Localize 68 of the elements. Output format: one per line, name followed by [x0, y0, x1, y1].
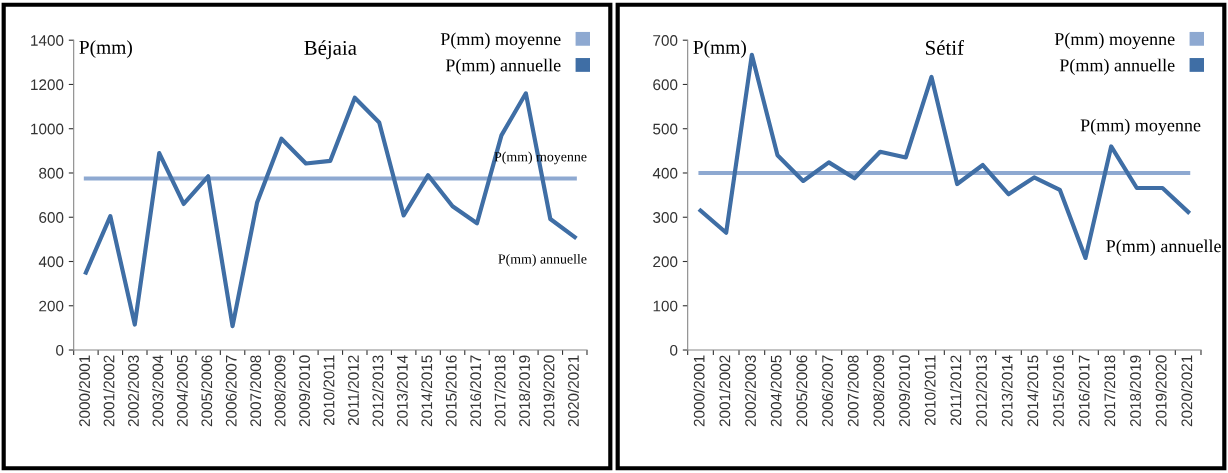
x-tick-label: 2005/2006	[201, 355, 213, 427]
y-tick-label: 300	[653, 212, 678, 223]
chart-title: Sétif	[926, 39, 965, 55]
chart-title: Béjaia	[304, 40, 357, 60]
legend-label: P(mm) moyenne	[440, 32, 561, 50]
legend-label: P(mm) moyenne	[1054, 32, 1175, 50]
x-tick-label: 2009/2010	[898, 355, 910, 427]
y-tick-label: 200	[653, 256, 678, 268]
annotation: P(mm) annuelle	[498, 253, 587, 267]
x-tick-label: 2012/2013	[372, 355, 384, 427]
x-tick-label: 2006/2007	[225, 355, 237, 427]
x-tick-label: 2008/2009	[873, 355, 885, 427]
x-tick-label: 2010/2011	[323, 355, 335, 426]
x-tick-label: 2020/2021	[1181, 355, 1193, 427]
x-tick-label: 2002/2003	[127, 355, 139, 427]
y-tick-label: 600	[39, 212, 64, 223]
x-tick-label: 2009/2010	[298, 355, 310, 427]
x-tick-label: 2017/2018	[1104, 355, 1116, 427]
y-axis-title: P(mm)	[79, 40, 132, 58]
x-tick-label: 2013/2014	[396, 355, 408, 427]
x-tick-label: 2004/2005	[176, 355, 188, 427]
x-tick-label: 2013/2014	[1001, 355, 1013, 427]
legend-label: P(mm) annuelle	[445, 58, 561, 76]
x-tick-label: 2015/2016	[1052, 355, 1064, 427]
x-tick-label: 2006/2007	[821, 355, 833, 427]
y-tick-label: 800	[39, 167, 64, 179]
x-tick-label: 2016/2017	[1078, 355, 1090, 427]
y-tick-label: 1200	[31, 79, 64, 91]
x-tick-label: 2019/2020	[1155, 355, 1167, 427]
legend-label: P(mm) annuelle	[1059, 58, 1175, 76]
x-tick-label: 2004/2005	[770, 355, 782, 427]
x-tick-label: 2017/2018	[494, 355, 506, 427]
x-tick-label: 2001/2002	[719, 355, 731, 427]
y-tick-label: 0	[56, 344, 64, 356]
x-tick-label: 2019/2020	[543, 355, 555, 427]
y-tick-label: 1400	[31, 35, 64, 46]
x-tick-label: 2018/2019	[1129, 355, 1141, 427]
x-tick-label: 2018/2019	[518, 355, 530, 427]
annotation: P(mm) moyenne	[1080, 118, 1201, 136]
x-tick-label: 2000/2001	[693, 355, 705, 427]
y-tick-label: 400	[652, 167, 678, 179]
x-tick-label: 2016/2017	[469, 355, 482, 427]
x-tick-label: 2007/2008	[249, 355, 262, 427]
y-axis-title: P(mm)	[693, 40, 746, 58]
x-tick-label: 2011/2012	[950, 355, 962, 426]
annotation: P(mm) annuelle	[1106, 239, 1221, 256]
y-tick-label: 400	[38, 256, 64, 268]
x-tick-label: 2011/2012	[347, 355, 359, 426]
y-tick-label: 0	[670, 344, 678, 356]
x-tick-label: 2012/2013	[975, 355, 987, 427]
x-tick-label: 2005/2006	[796, 355, 808, 427]
y-tick-label: 600	[653, 79, 678, 91]
y-tick-label: 700	[653, 35, 678, 46]
y-tick-label: 1000	[31, 123, 64, 135]
x-tick-label: 2010/2011	[924, 355, 936, 426]
x-tick-label: 2001/2002	[103, 355, 115, 427]
x-tick-label: 2000/2001	[78, 355, 90, 427]
x-tick-label: 2014/2015	[420, 355, 433, 427]
x-tick-label: 2020/2021	[567, 355, 579, 427]
y-tick-label: 200	[39, 300, 64, 312]
x-tick-label: 2014/2015	[1027, 355, 1039, 427]
x-tick-label: 2015/2016	[445, 355, 457, 427]
x-tick-label: 2002/2003	[744, 355, 756, 427]
y-tick-label: 100	[653, 300, 678, 312]
x-tick-label: 2008/2009	[274, 355, 286, 427]
y-tick-label: 500	[653, 123, 678, 135]
x-tick-label: 2003/2004	[152, 355, 164, 427]
x-tick-label: 2007/2008	[847, 355, 859, 427]
